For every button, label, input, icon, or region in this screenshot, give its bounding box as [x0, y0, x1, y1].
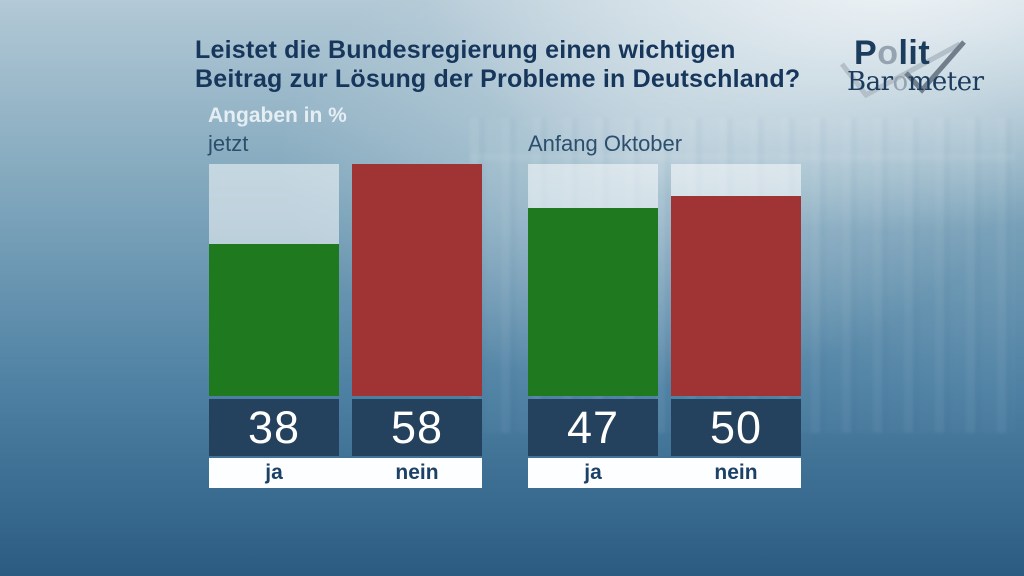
logo-letter: meter	[907, 67, 984, 97]
value-text: 38	[247, 401, 301, 453]
logo-letter: Bar	[847, 67, 893, 97]
value-box-ja: 47	[528, 399, 658, 456]
politbarometer-logo: Polit Barometer	[818, 20, 994, 108]
title-line-1: Leistet die Bundesregierung einen wichti…	[195, 36, 736, 64]
value-box-nein: 50	[671, 399, 801, 456]
category-label-nein: nein	[395, 461, 439, 484]
logo-word-polit: Polit	[854, 36, 930, 70]
bar-ja	[528, 208, 658, 396]
checkmark-dark-icon	[904, 40, 966, 94]
logo-letter: P	[854, 34, 878, 72]
logo-letter-gray-o: o	[892, 67, 909, 97]
bar-column-ja	[209, 164, 339, 396]
value-box-nein: 58	[352, 399, 482, 456]
logo-letter: lit	[898, 34, 931, 72]
category-label-ja: ja	[265, 461, 283, 484]
chart-group-anfang-oktober: 47 50 ja nein	[528, 164, 801, 488]
bar-column-nein	[671, 164, 801, 396]
bar-column-ja	[528, 164, 658, 396]
bar-column-nein	[352, 164, 482, 396]
value-text: 58	[390, 401, 444, 453]
logo-word-barometer: Barometer	[847, 69, 984, 95]
bar-nein	[671, 196, 801, 396]
value-box-ja: 38	[209, 399, 339, 456]
bar-nein	[352, 164, 482, 396]
chart-group-jetzt: 38 58 ja nein	[209, 164, 482, 488]
value-text: 47	[566, 401, 620, 453]
title-line-2: Beitrag zur Lösung der Probleme in Deuts…	[195, 65, 801, 93]
group-label-jetzt: jetzt	[208, 131, 249, 156]
units-label: Angaben in %	[208, 104, 347, 127]
logo-checkmarks	[840, 40, 966, 99]
logo-letter-gray-o: o	[877, 34, 899, 72]
category-label-ja: ja	[584, 461, 602, 484]
category-label-nein: nein	[714, 461, 758, 484]
checkmark-light-icon	[840, 41, 962, 99]
category-label-band: ja nein	[209, 458, 482, 488]
group-label-anfang-oktober: Anfang Oktober	[528, 131, 683, 156]
value-text: 50	[709, 401, 763, 453]
page-title: Leistet die Bundesregierung einen wichti…	[195, 36, 845, 94]
bar-ja	[209, 244, 339, 396]
category-label-band: ja nein	[528, 458, 801, 488]
